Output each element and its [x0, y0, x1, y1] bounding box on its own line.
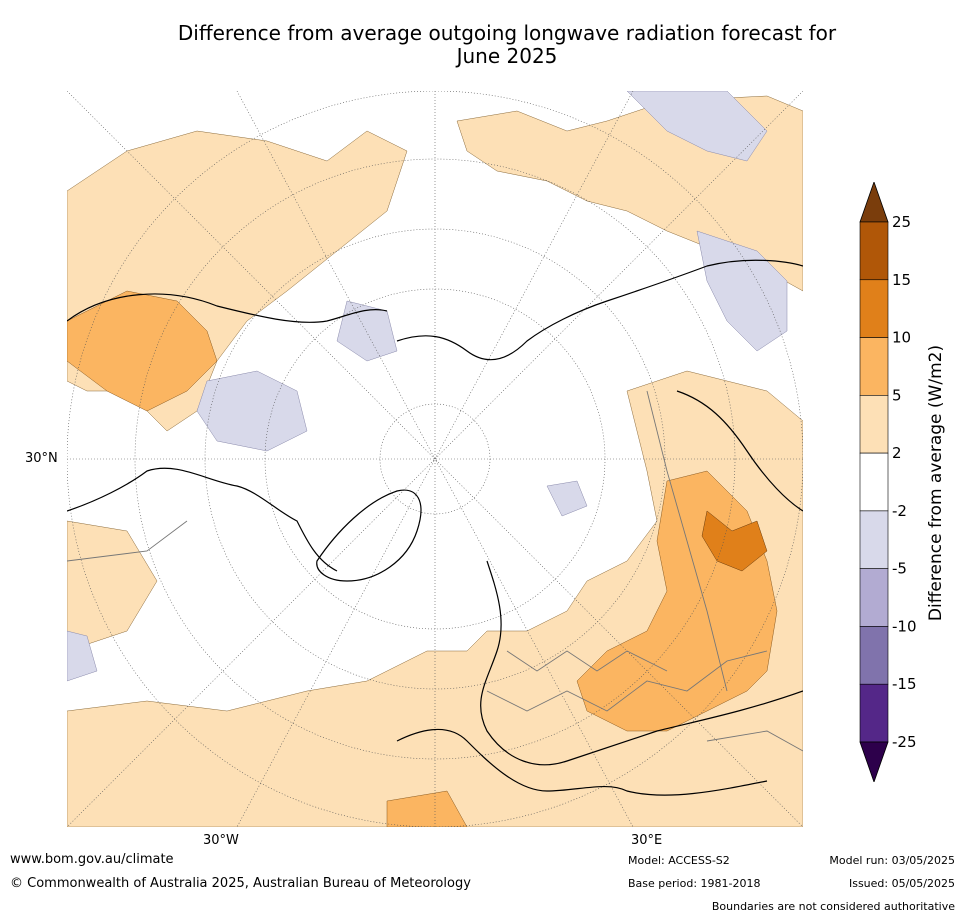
colorbar-tick-label: -10 — [892, 617, 917, 635]
country-borders — [67, 390, 803, 752]
colorbar-block — [859, 683, 889, 743]
colorbar-tick-label: -2 — [892, 502, 907, 520]
chart-title: Difference from average outgoing longwav… — [67, 22, 947, 68]
colorbar: 25 15 10 5 2 -2 -5 -10 -15 -25 — [859, 182, 917, 782]
colorbar-tick-label: 5 — [892, 386, 902, 404]
model-text: Model: ACCESS-S2 — [628, 854, 730, 867]
colorbar-block — [859, 221, 889, 281]
title-line-1: Difference from average outgoing longwav… — [177, 21, 837, 45]
polar-map — [67, 91, 803, 827]
colorbar-block — [859, 279, 889, 338]
colorbar-tick-label: -5 — [892, 560, 907, 578]
copyright-text: © Commonwealth of Australia 2025, Austra… — [10, 876, 471, 891]
lat-label-30n: 30°N — [25, 451, 58, 466]
colorbar-tick-label: -25 — [892, 733, 917, 751]
colorbar-block — [859, 626, 889, 685]
colorbar-block — [859, 395, 889, 454]
title-line-2: June 2025 — [456, 44, 558, 68]
colorbar-block — [859, 510, 889, 569]
graticule — [67, 91, 803, 827]
issued-text: Issued: 05/05/2025 — [848, 877, 955, 890]
colorbar-tick-label: 25 — [892, 213, 911, 231]
colorbar-extend-bottom — [859, 741, 889, 782]
colorbar-tick-label: 15 — [892, 271, 911, 289]
colorbar-tick-label: 10 — [892, 329, 911, 347]
colorbar-block — [859, 452, 889, 512]
colorbar-tick-label: 2 — [892, 444, 902, 462]
base-period-text: Base period: 1981-2018 — [628, 877, 761, 890]
disclaimer-text: Boundaries are not considered authoritat… — [711, 900, 955, 913]
coastlines — [67, 259, 803, 796]
colorbar-tick-label: -15 — [892, 675, 917, 693]
model-run-text: Model run: 03/05/2025 — [829, 854, 955, 867]
anomaly-10-15-region — [701, 510, 768, 572]
lon-label-30w: 30°W — [203, 833, 239, 848]
website-link[interactable]: www.bom.gov.au/climate — [10, 852, 174, 867]
colorbar-label: Difference from average (W/m2) — [926, 344, 946, 622]
colorbar-extend-top — [859, 182, 889, 223]
colorbar-block — [859, 337, 889, 396]
colorbar-block — [859, 568, 889, 627]
lon-label-30e: 30°E — [631, 833, 663, 848]
